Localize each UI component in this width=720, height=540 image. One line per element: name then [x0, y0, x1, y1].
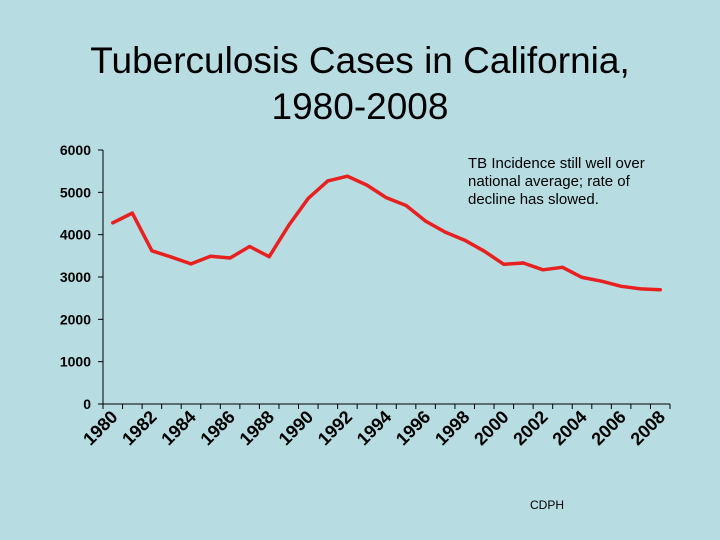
y-tick-label: 4000 — [60, 227, 91, 243]
x-tick-label: 1992 — [314, 407, 356, 449]
data-point — [463, 238, 467, 242]
x-tick-label: 1986 — [196, 407, 238, 449]
x-tick-label: 2000 — [470, 407, 512, 449]
series — [111, 174, 662, 292]
x-tick-label: 2006 — [587, 407, 629, 449]
data-point — [619, 284, 623, 288]
data-point — [482, 249, 486, 253]
data-point — [287, 223, 291, 227]
y-tick-label: 3000 — [60, 269, 91, 285]
y-tick-label: 2000 — [60, 311, 91, 327]
data-point — [130, 211, 134, 215]
data-point — [345, 174, 349, 178]
data-point — [169, 255, 173, 259]
x-axis: 1980198219841986198819901992199419961998… — [79, 403, 671, 449]
x-tick-label: 1994 — [353, 407, 395, 449]
y-axis: 0 1000 2000 3000 4000 5000 6000 — [60, 142, 104, 412]
x-tick-label: 1984 — [157, 407, 199, 449]
data-point — [580, 275, 584, 279]
data-point — [208, 254, 213, 258]
data-point — [658, 288, 662, 292]
data-point — [560, 265, 565, 269]
data-point — [189, 262, 193, 266]
data-point — [326, 179, 330, 183]
data-point — [248, 244, 252, 249]
slide-title: Tuberculosis Cases in California, 1980-2… — [40, 38, 680, 130]
x-tick-label: 1996 — [392, 407, 434, 449]
x-tick-label: 2002 — [509, 407, 551, 449]
data-point — [443, 230, 447, 234]
x-tick-label: 1998 — [431, 407, 473, 449]
data-point — [267, 255, 271, 259]
x-tick-label: 1982 — [118, 407, 160, 449]
chart-annotation: TB Incidence still well over national av… — [468, 155, 645, 208]
data-point — [404, 203, 408, 208]
title-line-1: Tuberculosis Cases in California, — [90, 40, 630, 81]
x-tick-label: 1988 — [236, 407, 278, 449]
title-line-2: 1980-2008 — [271, 86, 449, 127]
y-tick-label: 1000 — [60, 354, 91, 370]
x-tick-label: 1990 — [275, 407, 317, 449]
data-point — [639, 287, 643, 291]
data-point — [541, 268, 545, 272]
x-tick-label: 1980 — [79, 407, 121, 449]
data-point — [228, 256, 232, 260]
x-tick-label: 2008 — [627, 407, 669, 449]
data-point — [306, 196, 310, 200]
x-tick-label: 2004 — [548, 407, 590, 449]
data-point — [111, 221, 115, 225]
y-tick-label: 5000 — [60, 184, 91, 200]
data-point — [365, 183, 369, 187]
data-point — [600, 279, 604, 283]
data-point — [384, 196, 389, 200]
source-credit: CDPH — [530, 498, 565, 512]
y-tick-label: 6000 — [60, 142, 91, 158]
data-point — [150, 249, 154, 253]
data-point — [424, 219, 428, 223]
data-point — [521, 261, 526, 265]
data-point — [502, 262, 506, 266]
y-tick-label: 0 — [83, 396, 91, 412]
